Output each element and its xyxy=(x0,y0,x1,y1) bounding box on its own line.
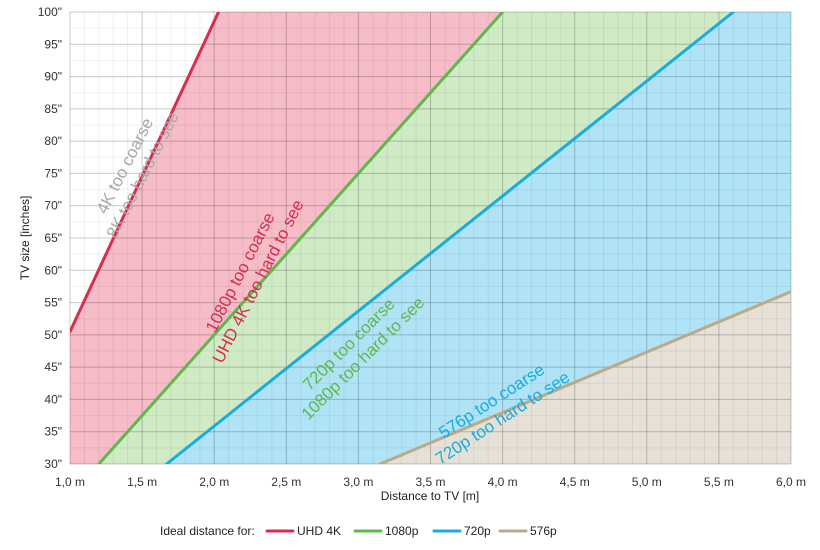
x-tick-label: 5,0 m xyxy=(632,475,662,489)
y-tick-label: 45" xyxy=(44,360,62,374)
legend-label-0: UHD 4K xyxy=(297,524,341,538)
y-axis-title: TV size [inches] xyxy=(18,196,32,281)
y-tick-label: 55" xyxy=(44,296,62,310)
x-tick-label: 4,0 m xyxy=(488,475,518,489)
legend-label-1: 1080p xyxy=(385,524,419,538)
y-tick-label: 80" xyxy=(44,134,62,148)
y-tick-label: 30" xyxy=(44,457,62,471)
series-line-0 xyxy=(70,12,221,334)
y-tick-label: 50" xyxy=(44,328,62,342)
y-tick-label: 75" xyxy=(44,166,62,180)
y-tick-label: 90" xyxy=(44,70,62,84)
x-tick-label: 5,5 m xyxy=(704,475,734,489)
series-line-3 xyxy=(378,290,791,464)
x-tick-label: 6,0 m xyxy=(776,475,806,489)
zone-band-2 xyxy=(166,12,791,464)
legend-label-2: 720p xyxy=(464,524,491,538)
y-tick-label: 95" xyxy=(44,37,62,51)
y-tick-label: 35" xyxy=(44,425,62,439)
y-tick-label: 40" xyxy=(44,392,62,406)
x-tick-label: 3,0 m xyxy=(343,475,373,489)
series-line-1 xyxy=(97,12,505,464)
legend-title: Ideal distance for: xyxy=(160,524,255,538)
y-tick-label: 70" xyxy=(44,199,62,213)
y-tick-labels: 30" 35" 40" 45" 50" 55" 60" 65" 70" 75" 80" 85" 90" 9… xyxy=(38,5,62,471)
legend-label-3: 576p xyxy=(530,524,557,538)
x-tick-label: 1,5 m xyxy=(127,475,157,489)
x-tick-label: 2,0 m xyxy=(199,475,229,489)
x-tick-label: 1,0 m xyxy=(55,475,85,489)
x-tick-label: 2,5 m xyxy=(271,475,301,489)
legend: Ideal distance for: UHD 4K 1080p 720p 576p xyxy=(160,524,557,538)
x-tick-label: 4,5 m xyxy=(560,475,590,489)
y-tick-label: 85" xyxy=(44,102,62,116)
series-lines xyxy=(70,12,791,464)
zone-bands xyxy=(70,12,791,464)
x-axis-title: Distance to TV [m] xyxy=(381,489,479,503)
x-tick-labels: 1,0 m 1,5 m 2,0 m 2,5 m 3,0 m 3,5 m 4,0 m 4,5 m… xyxy=(55,475,806,489)
y-tick-label: 65" xyxy=(44,231,62,245)
y-tick-label: 60" xyxy=(44,263,62,277)
x-tick-label: 3,5 m xyxy=(415,475,445,489)
zone-band-3 xyxy=(380,291,791,464)
y-tick-label: 100" xyxy=(38,5,62,19)
series-line-2 xyxy=(165,12,735,464)
